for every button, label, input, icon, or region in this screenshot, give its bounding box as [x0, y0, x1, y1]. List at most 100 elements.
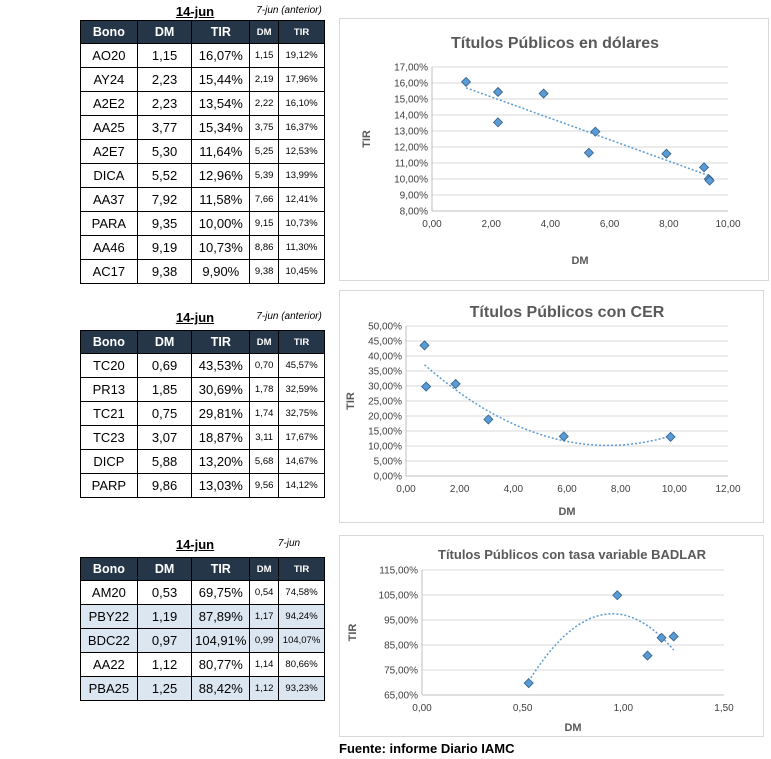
tir-prev-cell: 19,12% — [278, 43, 325, 68]
table-row: AA37 7,92 11,58% 7,66 12,41% — [80, 187, 325, 212]
col-header-dm-prev: DM — [249, 330, 280, 354]
bono-cell: TC23 — [80, 425, 138, 450]
bono-cell: PR13 — [80, 377, 138, 402]
data-point — [612, 590, 623, 601]
y-tick-label: 45,00% — [368, 337, 402, 348]
data-point — [590, 126, 601, 137]
x-tick-label: 4,00 — [504, 484, 524, 495]
bono-cell: PBA25 — [80, 676, 138, 701]
table-prev-date: 7-jun (anterior) — [256, 311, 322, 322]
chart-badlar: Títulos Públicos con tasa variable BADLA… — [347, 547, 734, 734]
table-header-row: Bono DM TIR DM TIR — [80, 20, 325, 44]
dm-cell: 9,19 — [136, 235, 193, 260]
col-header-tir: TIR — [191, 330, 251, 354]
tir-cell: 87,89% — [191, 604, 251, 629]
y-tick-label: 40,00% — [368, 352, 402, 363]
bono-cell: DICA — [80, 163, 138, 188]
y-tick-label: 20,00% — [368, 412, 402, 423]
bonds-table-dollars: Bono DM TIR DM TIR AO20 1,15 16,07% 1,15 19,… — [80, 20, 325, 284]
tir-prev-cell: 94,24% — [278, 604, 325, 629]
tir-prev-cell: 12,53% — [278, 139, 325, 164]
chart-dollars: Títulos Públicos en dólares 8,00% 9,00% 10,… — [361, 35, 741, 267]
data-point — [642, 650, 653, 661]
tir-cell: 13,54% — [191, 91, 251, 116]
dm-cell: 1,19 — [136, 604, 193, 629]
chart-cer: Títulos Públicos con CER 0,00% 5,00% 10,00%… — [345, 304, 741, 518]
col-header-dm: DM — [136, 20, 193, 44]
tir-cell: 10,73% — [191, 235, 251, 260]
table-row: PARA 9,35 10,00% 9,15 10,73% — [80, 211, 325, 236]
dm-prev-cell: 3,75 — [249, 115, 280, 140]
bono-cell: BDC22 — [80, 628, 138, 653]
data-point — [421, 381, 432, 392]
bono-cell: A2E2 — [80, 91, 138, 116]
tir-prev-cell: 80,66% — [278, 652, 325, 677]
col-header-dm: DM — [136, 330, 193, 354]
table-row: AM20 0,53 69,75% 0,54 74,58% — [80, 580, 325, 605]
tir-prev-cell: 13,99% — [278, 163, 325, 188]
table-row: PBY22 1,19 87,89% 1,17 94,24% — [80, 604, 325, 629]
y-tick-label: 0,00% — [374, 472, 402, 483]
tir-prev-cell: 32,75% — [278, 401, 325, 426]
y-tick-label: 75,00% — [384, 666, 418, 677]
x-tick-label: 0,00 — [396, 484, 416, 495]
data-point — [419, 340, 430, 351]
dm-prev-cell: 1,12 — [249, 676, 280, 701]
bono-cell: A2E7 — [80, 139, 138, 164]
chart-cer-box: Títulos Públicos con CER 0,00% 5,00% 10,00%… — [339, 290, 764, 523]
dm-prev-cell: 0,54 — [249, 580, 280, 605]
y-tick-label: 8,00% — [400, 207, 428, 218]
x-tick-label: 12,00 — [715, 484, 740, 495]
dm-cell: 1,85 — [136, 377, 193, 402]
bono-cell: TC20 — [80, 353, 138, 378]
tir-cell: 15,44% — [191, 67, 251, 92]
bono-cell: AA25 — [80, 115, 138, 140]
y-tick-label: 95,00% — [384, 616, 418, 627]
bono-cell: DICP — [80, 449, 138, 474]
data-point — [492, 86, 504, 98]
table-row: A2E7 5,30 11,64% 5,25 12,53% — [80, 139, 325, 164]
data-point — [698, 162, 710, 173]
chart-badlar-box: Títulos Públicos con tasa variable BADLA… — [339, 535, 764, 737]
y-tick-label: 12,00% — [394, 143, 428, 154]
y-tick-label: 35,00% — [368, 367, 402, 378]
col-header-tir-prev: TIR — [278, 330, 325, 354]
tir-prev-cell: 16,10% — [278, 91, 325, 116]
dm-cell: 7,92 — [136, 187, 193, 212]
y-tick-label: 25,00% — [368, 397, 402, 408]
dm-cell: 1,15 — [136, 43, 193, 68]
dm-cell: 1,12 — [136, 652, 193, 677]
tir-prev-cell: 104,07% — [278, 628, 325, 653]
tir-cell: 9,90% — [191, 259, 251, 284]
x-tick-label: 8,00 — [659, 219, 679, 230]
x-axis-label: DM — [564, 722, 581, 734]
dm-cell: 0,75 — [136, 401, 193, 426]
tir-prev-cell: 14,12% — [278, 473, 325, 498]
x-tick-label: 0,50 — [513, 703, 533, 714]
table-row: PBA25 1,25 88,42% 1,12 93,23% — [80, 676, 325, 701]
chart-dollars-box: Títulos Públicos en dólares 8,00% 9,00% 10,… — [339, 18, 769, 281]
data-point — [460, 76, 472, 87]
y-axis-label: TIR — [361, 130, 373, 148]
data-point — [583, 147, 594, 158]
bono-cell: PARP — [80, 473, 138, 498]
tir-prev-cell: 16,37% — [278, 115, 325, 140]
col-header-tir: TIR — [191, 557, 251, 581]
col-header-bono: Bono — [80, 20, 138, 44]
tir-cell: 29,81% — [191, 401, 251, 426]
y-tick-label: 10,00% — [368, 442, 402, 453]
dm-prev-cell: 9,38 — [249, 259, 280, 284]
chart-title: Títulos Públicos con CER — [470, 304, 665, 321]
tir-cell: 13,20% — [191, 449, 251, 474]
x-tick-label: 10,00 — [715, 219, 740, 230]
tir-cell: 88,42% — [191, 676, 251, 701]
col-header-tir-prev: TIR — [278, 20, 325, 44]
data-point — [523, 678, 534, 689]
table-row: AY24 2,23 15,44% 2,19 17,96% — [80, 67, 325, 92]
tir-prev-cell: 45,57% — [278, 353, 325, 378]
col-header-bono: Bono — [80, 557, 138, 581]
dm-prev-cell: 9,56 — [249, 473, 280, 498]
tir-prev-cell: 93,23% — [278, 676, 325, 701]
tir-cell: 104,91% — [191, 628, 251, 653]
y-tick-label: 105,00% — [379, 591, 419, 602]
